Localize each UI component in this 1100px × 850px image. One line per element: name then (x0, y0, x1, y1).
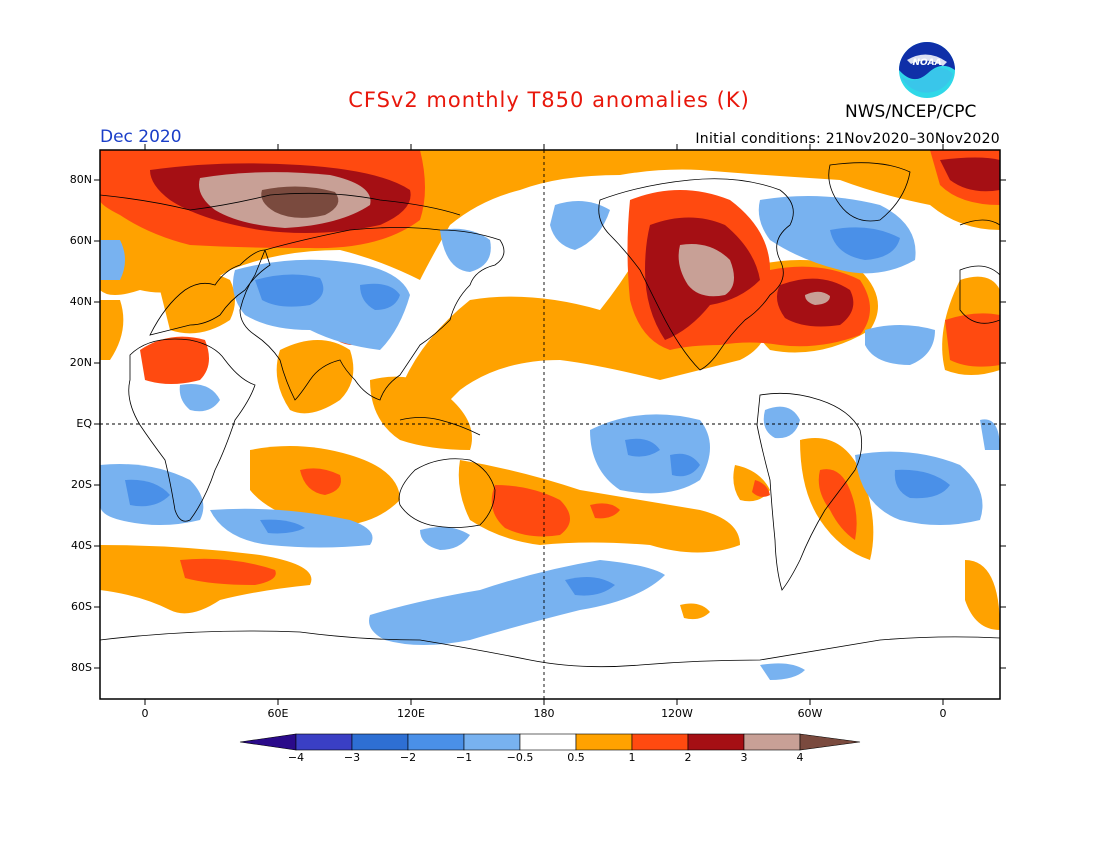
colorbar-segment-7 (631, 733, 689, 751)
lat-label-80n: 80N (69, 173, 92, 186)
colorbar-segment-gt-4 (799, 733, 861, 751)
initial-conditions: Initial conditions: 21Nov2020–30Nov2020 (695, 131, 1000, 147)
colorbar-label-1: 1 (628, 751, 636, 764)
lat-label-40n: 40N (69, 295, 92, 308)
lat-label-20s: 20S (71, 478, 92, 491)
colorbar-segment-9 (743, 733, 801, 751)
colorbar-segment-8 (687, 733, 745, 751)
colorbar-label-3: 3 (740, 751, 748, 764)
colorbar-segment-1 (295, 733, 353, 751)
colorbar-label-05: 0.5 (567, 751, 585, 764)
colorbar-segment-4 (463, 733, 521, 751)
map-title: CFSv2 monthly T850 anomalies (K) (348, 88, 750, 112)
colorbar-segment-2 (351, 733, 409, 751)
anomaly-shading (100, 150, 1000, 699)
colorbar-segment-lt-4 (239, 733, 297, 751)
lon-label-180: 180 (533, 707, 555, 720)
lon-label-120w: 120W (661, 707, 693, 720)
colorbar-label-neg3: −3 (343, 751, 361, 764)
lat-label-40s: 40S (71, 539, 92, 552)
colorbar-segment-5 (519, 733, 577, 751)
colorbar-label-neg4: −4 (287, 751, 305, 764)
lat-label-60s: 60S (71, 600, 92, 613)
colorbar-label-4: 4 (796, 751, 804, 764)
forecast-month: Dec 2020 (100, 127, 182, 147)
lon-ticks (144, 144, 944, 705)
noaa-logo: NOAA (899, 42, 955, 98)
colorbar-label-2: 2 (684, 751, 692, 764)
lat-label-20n: 20N (69, 356, 92, 369)
lat-label-60n: 60N (69, 234, 92, 247)
colorbar-label-neg05: −0.5 (506, 751, 534, 764)
logo-text: NOAA (912, 58, 941, 68)
lon-label-0-east: 0 (939, 707, 947, 720)
lat-label-eq: EQ (76, 417, 92, 430)
lon-label-60e: 60E (267, 707, 289, 720)
lon-label-60w: 60W (797, 707, 823, 720)
colorbar-label-neg1: −1 (455, 751, 473, 764)
colorbar-segment-3 (407, 733, 465, 751)
colorbar-segment-6 (575, 733, 633, 751)
colorbar-label-neg2: −2 (399, 751, 417, 764)
lat-label-80s: 80S (71, 661, 92, 674)
coastlines (100, 162, 1000, 668)
lon-label-120e: 120E (397, 707, 425, 720)
lat-ticks (94, 179, 1006, 669)
lon-label-0: 0 (141, 707, 149, 720)
colorbar (239, 733, 861, 751)
agency-label: NWS/NCEP/CPC (845, 102, 977, 122)
